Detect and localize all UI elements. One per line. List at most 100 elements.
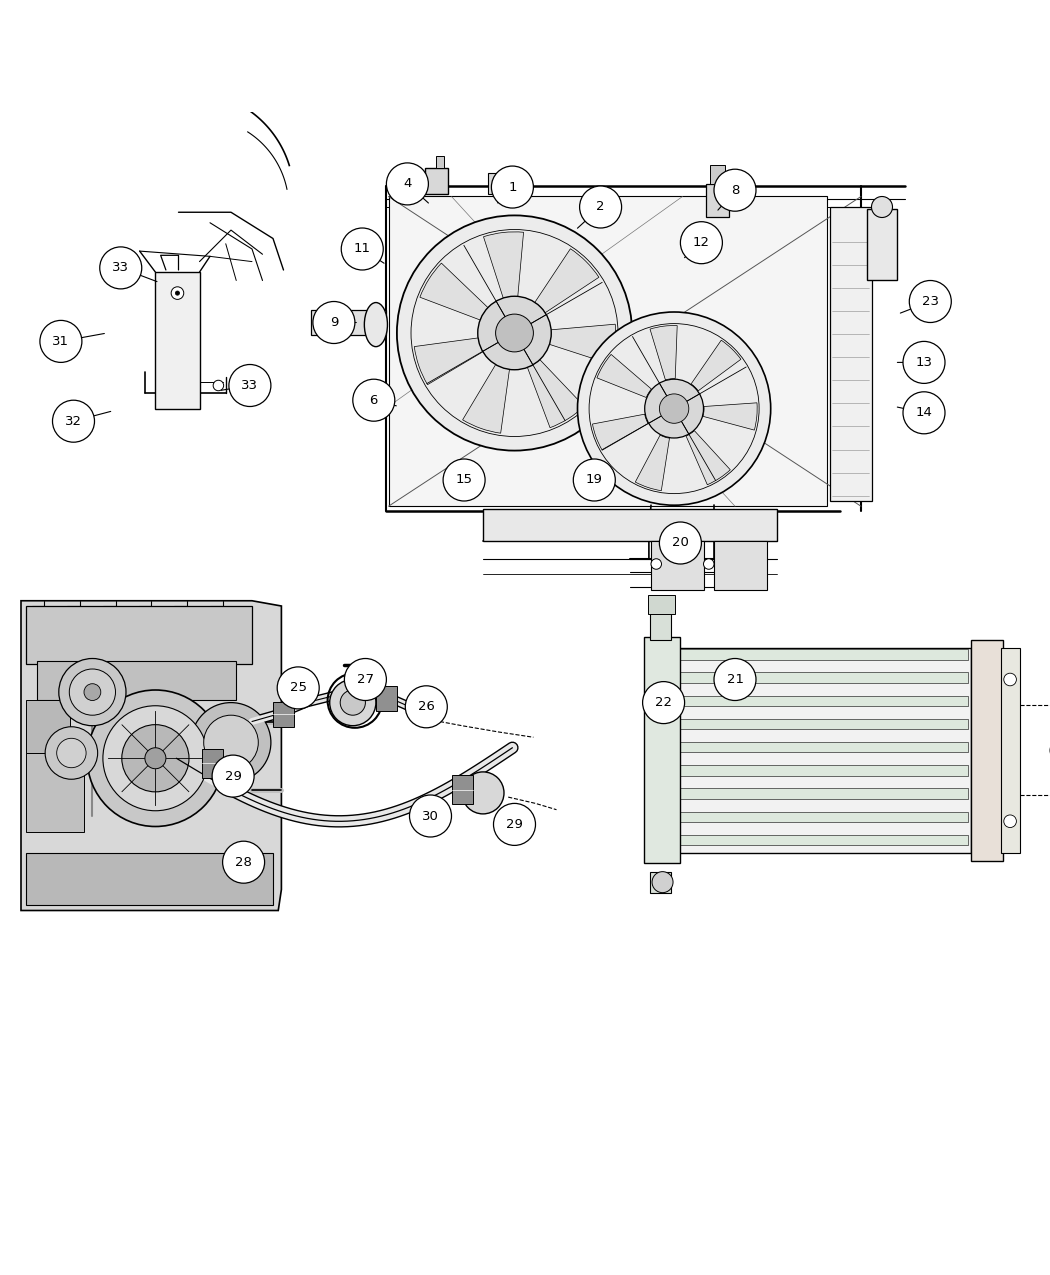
Wedge shape — [420, 263, 488, 320]
Circle shape — [277, 667, 319, 709]
Bar — [679, 788, 968, 799]
Text: 29: 29 — [506, 817, 523, 831]
Bar — [710, 164, 724, 184]
Text: 25: 25 — [290, 681, 307, 695]
Bar — [679, 812, 968, 822]
Circle shape — [410, 796, 452, 836]
Bar — [376, 686, 397, 711]
Bar — [202, 748, 223, 778]
Circle shape — [175, 291, 180, 296]
Circle shape — [191, 703, 271, 783]
Wedge shape — [686, 431, 731, 484]
Bar — [677, 648, 971, 853]
Circle shape — [397, 215, 632, 450]
Circle shape — [714, 170, 756, 212]
Text: 29: 29 — [225, 770, 242, 783]
Text: 14: 14 — [916, 407, 932, 419]
Circle shape — [580, 186, 622, 228]
Circle shape — [1004, 815, 1016, 827]
Bar — [867, 209, 897, 280]
Circle shape — [1004, 673, 1016, 686]
Circle shape — [223, 842, 265, 884]
Circle shape — [462, 771, 504, 813]
Text: 19: 19 — [586, 473, 603, 487]
Text: 22: 22 — [655, 696, 672, 709]
Bar — [650, 608, 671, 640]
Text: 8: 8 — [731, 184, 739, 196]
Bar — [679, 649, 968, 659]
Wedge shape — [415, 338, 483, 385]
Circle shape — [40, 320, 82, 362]
Circle shape — [659, 394, 689, 423]
Circle shape — [330, 680, 376, 725]
Text: 33: 33 — [112, 261, 129, 274]
Circle shape — [494, 803, 536, 845]
Bar — [388, 196, 827, 506]
Circle shape — [903, 391, 945, 434]
Circle shape — [903, 342, 945, 384]
Circle shape — [122, 724, 189, 792]
Circle shape — [652, 872, 673, 892]
Circle shape — [478, 296, 551, 370]
Text: 6: 6 — [370, 394, 378, 407]
Text: 9: 9 — [330, 316, 338, 329]
Circle shape — [714, 658, 756, 700]
Circle shape — [645, 379, 704, 439]
Bar — [679, 742, 968, 752]
Circle shape — [103, 706, 208, 811]
Circle shape — [57, 738, 86, 768]
Circle shape — [213, 380, 224, 390]
Bar — [488, 173, 507, 194]
Circle shape — [872, 196, 892, 218]
Bar — [679, 719, 968, 729]
Wedge shape — [704, 403, 757, 430]
Circle shape — [84, 683, 101, 700]
Bar — [26, 853, 273, 905]
Bar — [37, 660, 236, 700]
Circle shape — [69, 669, 116, 715]
Text: 23: 23 — [922, 295, 939, 309]
Text: 31: 31 — [52, 335, 69, 348]
FancyBboxPatch shape — [155, 272, 200, 408]
Circle shape — [909, 280, 951, 323]
Bar — [651, 541, 704, 590]
Wedge shape — [483, 232, 524, 298]
Wedge shape — [650, 325, 677, 380]
Text: 20: 20 — [672, 537, 689, 550]
Bar — [311, 310, 386, 335]
Circle shape — [52, 400, 94, 442]
Text: 13: 13 — [916, 356, 932, 368]
Circle shape — [578, 312, 771, 505]
Circle shape — [45, 727, 98, 779]
Bar — [679, 672, 968, 683]
Circle shape — [491, 166, 533, 208]
Circle shape — [145, 747, 166, 769]
Circle shape — [704, 558, 714, 569]
Bar — [679, 835, 968, 845]
Circle shape — [573, 459, 615, 501]
Circle shape — [405, 686, 447, 728]
Wedge shape — [635, 435, 670, 491]
Ellipse shape — [364, 302, 387, 347]
Wedge shape — [596, 354, 651, 398]
Circle shape — [680, 222, 722, 264]
Bar — [452, 775, 472, 805]
Text: 1: 1 — [508, 181, 517, 194]
Text: 26: 26 — [418, 700, 435, 713]
Text: 33: 33 — [242, 379, 258, 391]
Bar — [830, 207, 871, 501]
Bar — [706, 184, 729, 218]
Circle shape — [496, 314, 533, 352]
Text: 27: 27 — [357, 673, 374, 686]
Circle shape — [229, 365, 271, 407]
Text: 30: 30 — [422, 810, 439, 822]
Circle shape — [651, 558, 662, 569]
Bar — [650, 872, 671, 892]
Circle shape — [204, 715, 258, 770]
Bar — [1001, 648, 1020, 853]
Text: 21: 21 — [727, 673, 743, 686]
Circle shape — [386, 163, 428, 205]
Bar — [425, 168, 448, 194]
Wedge shape — [549, 324, 615, 365]
Bar — [26, 606, 252, 664]
